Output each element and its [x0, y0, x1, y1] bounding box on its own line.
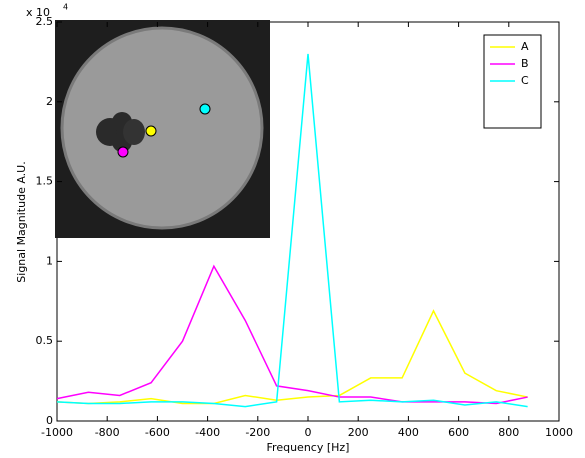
x-tick-label: -600 — [145, 426, 170, 439]
legend-label: B — [521, 57, 529, 70]
x-tick-label: 200 — [348, 426, 369, 439]
x-tick-label: -800 — [95, 426, 120, 439]
x-tick-label: 1000 — [545, 426, 573, 439]
legend-label: A — [521, 40, 529, 53]
x-tick-label: 800 — [498, 426, 519, 439]
x-axis-label: Frequency [Hz] — [267, 441, 350, 454]
x-tick-label: -1000 — [41, 426, 73, 439]
y-axis-label: Signal Magnitude A.U. — [15, 161, 28, 282]
inset-image — [55, 20, 270, 238]
legend-label: C — [521, 74, 529, 87]
y-tick-label: 1 — [46, 254, 53, 267]
x-tick-label: 0 — [305, 426, 312, 439]
y-tick-label: 2 — [46, 95, 53, 108]
x-tick-label: 400 — [398, 426, 419, 439]
y-tick-label: 0.5 — [36, 334, 54, 347]
y-tick-label: 2.5 — [36, 15, 54, 28]
y-multiplier-exponent: 4 — [63, 3, 68, 12]
x-tick-label: 600 — [448, 426, 469, 439]
y-tick-label: 1.5 — [36, 175, 54, 188]
chart: x 10 4 Frequency [Hz] Signal Magnitude A… — [0, 0, 585, 458]
y-tick-label: 0 — [46, 414, 53, 427]
x-tick-label: -200 — [245, 426, 270, 439]
x-tick-label: -400 — [195, 426, 220, 439]
